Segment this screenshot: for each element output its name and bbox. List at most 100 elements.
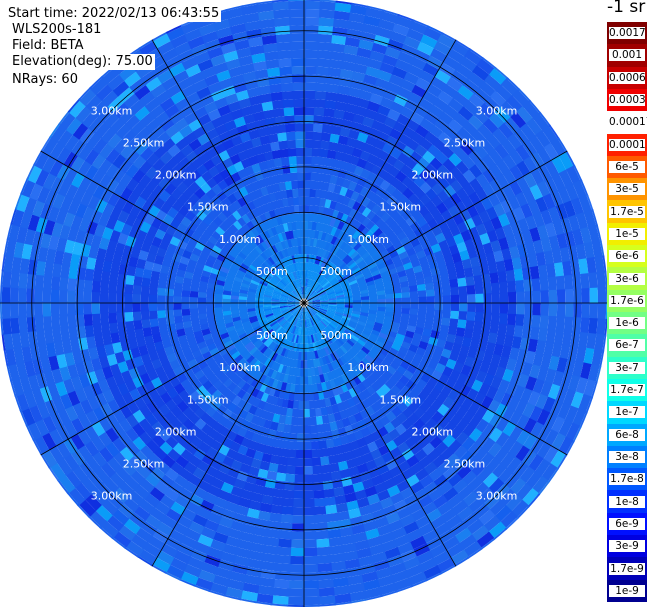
range-gate-cell (352, 354, 362, 365)
range-gate-cell (357, 320, 367, 327)
range-gate-cell (3, 348, 9, 367)
range-gate-cell (422, 269, 433, 279)
range-gate-cell (126, 264, 137, 277)
range-gate-cell (250, 279, 260, 286)
range-gate-cell (304, 278, 307, 287)
range-gate-cell (475, 303, 484, 314)
range-gate-cell (106, 238, 119, 253)
range-gate-cell (50, 287, 60, 303)
range-gate-cell (221, 364, 232, 375)
range-gate-cell (449, 549, 469, 566)
range-gate-cell (213, 61, 230, 75)
range-gate-cell (352, 300, 362, 304)
range-gate-cell (67, 389, 81, 406)
range-gate-cell (359, 124, 373, 136)
range-gate-cell (340, 333, 349, 342)
range-gate-cell (302, 449, 313, 459)
range-gate-cell (543, 429, 559, 448)
range-gate-cell (283, 276, 290, 284)
range-gate-cell (462, 78, 481, 95)
range-gate-cell (332, 282, 341, 289)
range-gate-cell (196, 533, 214, 547)
range-gate-cell (241, 391, 251, 403)
range-gate-cell (52, 326, 63, 343)
range-gate-cell (268, 454, 280, 465)
range-gate-cell (142, 326, 153, 337)
colorbar-tick-label: 1e-9 (609, 584, 645, 597)
range-gate-cell (254, 593, 274, 604)
range-gate-cell (342, 285, 351, 291)
range-gate-cell (604, 318, 608, 337)
range-gate-cell (314, 247, 320, 256)
range-gate-cell (275, 251, 283, 261)
range-gate-cell (309, 359, 315, 369)
range-gate-cell (101, 89, 120, 107)
range-gate-cell (336, 298, 345, 302)
range-gate-cell (472, 65, 491, 83)
range-gate-cell (335, 248, 343, 257)
range-gate-cell (361, 299, 370, 304)
range-gate-cell (347, 590, 367, 602)
range-gate-cell (571, 360, 584, 379)
range-gate-cell (156, 40, 177, 56)
range-gate-cell (363, 586, 383, 600)
range-gate-cell (267, 237, 275, 247)
range-gate-cell (270, 174, 280, 185)
range-gate-cell (453, 556, 470, 568)
range-gate-cell (455, 63, 474, 80)
range-gate-cell (288, 283, 295, 291)
range-gate-cell (19, 256, 31, 274)
range-gate-cell (249, 264, 258, 272)
ring-label: 2.00km (155, 169, 197, 182)
range-gate-cell (373, 322, 383, 329)
range-gate-cell (467, 294, 476, 305)
range-gate-cell (298, 196, 305, 206)
range-gate-cell (351, 331, 361, 339)
range-gate-cell (490, 312, 500, 325)
range-gate-cell (161, 47, 180, 63)
range-gate-cell (366, 210, 377, 221)
range-gate-cell (524, 471, 542, 490)
range-gate-cell (2, 316, 12, 335)
range-gate-cell (343, 450, 355, 462)
range-gate-cell (327, 243, 335, 253)
ring-label: 3.00km (91, 104, 133, 117)
range-gate-cell (489, 272, 500, 285)
range-gate-cell (417, 308, 427, 317)
ring-label: 2.50km (444, 137, 486, 150)
range-gate-cell (276, 538, 292, 548)
range-gate-cell (352, 201, 362, 212)
range-gate-cell (586, 332, 597, 352)
range-gate-cell (288, 305, 297, 309)
range-gate-cell (201, 30, 221, 44)
range-gate-cell (541, 125, 559, 145)
range-gate-cell (482, 373, 495, 388)
range-gate-cell (507, 195, 522, 212)
range-gate-cell (254, 68, 270, 80)
range-gate-cell (318, 276, 325, 285)
range-gate-cell (342, 315, 351, 321)
range-gate-cell (304, 204, 310, 214)
range-gate-cell (320, 278, 328, 286)
range-gate-cell (317, 332, 323, 341)
range-gate-cell (223, 339, 234, 348)
range-gate-cell (174, 321, 185, 331)
range-gate-cell (314, 341, 320, 351)
range-gate-cell (272, 275, 280, 283)
range-gate-cell (217, 211, 229, 223)
range-gate-cell (200, 389, 212, 402)
range-gate-cell (458, 294, 468, 305)
range-gate-cell (7, 362, 21, 382)
range-gate-cell (307, 288, 312, 296)
range-gate-cell (343, 492, 357, 504)
range-gate-cell (298, 296, 302, 300)
range-gate-cell (375, 26, 395, 40)
colorbar-tick-label: 1e-8 (609, 495, 645, 508)
range-gate-cell (318, 266, 325, 275)
range-gate-cell (334, 101, 348, 112)
range-gate-cell (531, 278, 541, 293)
range-gate-cell (324, 165, 334, 176)
range-gate-cell (501, 368, 514, 384)
range-gate-cell (304, 74, 318, 83)
range-gate-cell (241, 279, 251, 286)
